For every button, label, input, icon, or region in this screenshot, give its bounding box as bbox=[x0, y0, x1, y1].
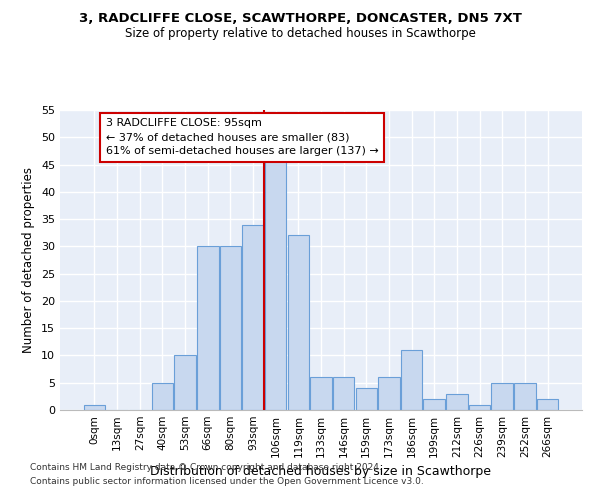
Text: Contains public sector information licensed under the Open Government Licence v3: Contains public sector information licen… bbox=[30, 477, 424, 486]
Bar bbox=[265, 159, 286, 410]
Bar bbox=[537, 399, 558, 410]
Bar bbox=[333, 378, 355, 410]
Bar bbox=[401, 350, 422, 410]
Text: Size of property relative to detached houses in Scawthorpe: Size of property relative to detached ho… bbox=[125, 28, 475, 40]
Bar bbox=[491, 382, 513, 410]
Bar bbox=[469, 404, 490, 410]
Bar bbox=[287, 236, 309, 410]
Bar bbox=[378, 378, 400, 410]
Text: Contains HM Land Registry data © Crown copyright and database right 2024.: Contains HM Land Registry data © Crown c… bbox=[30, 464, 382, 472]
Bar bbox=[197, 246, 218, 410]
Text: 3, RADCLIFFE CLOSE, SCAWTHORPE, DONCASTER, DN5 7XT: 3, RADCLIFFE CLOSE, SCAWTHORPE, DONCASTE… bbox=[79, 12, 521, 26]
X-axis label: Distribution of detached houses by size in Scawthorpe: Distribution of detached houses by size … bbox=[151, 466, 491, 478]
Text: 3 RADCLIFFE CLOSE: 95sqm
← 37% of detached houses are smaller (83)
61% of semi-d: 3 RADCLIFFE CLOSE: 95sqm ← 37% of detach… bbox=[106, 118, 379, 156]
Bar bbox=[356, 388, 377, 410]
Bar bbox=[175, 356, 196, 410]
Bar bbox=[424, 399, 445, 410]
Bar bbox=[514, 382, 536, 410]
Bar bbox=[446, 394, 467, 410]
Bar bbox=[152, 382, 173, 410]
Bar bbox=[220, 246, 241, 410]
Bar bbox=[310, 378, 332, 410]
Y-axis label: Number of detached properties: Number of detached properties bbox=[22, 167, 35, 353]
Bar bbox=[84, 404, 105, 410]
Bar bbox=[242, 224, 264, 410]
